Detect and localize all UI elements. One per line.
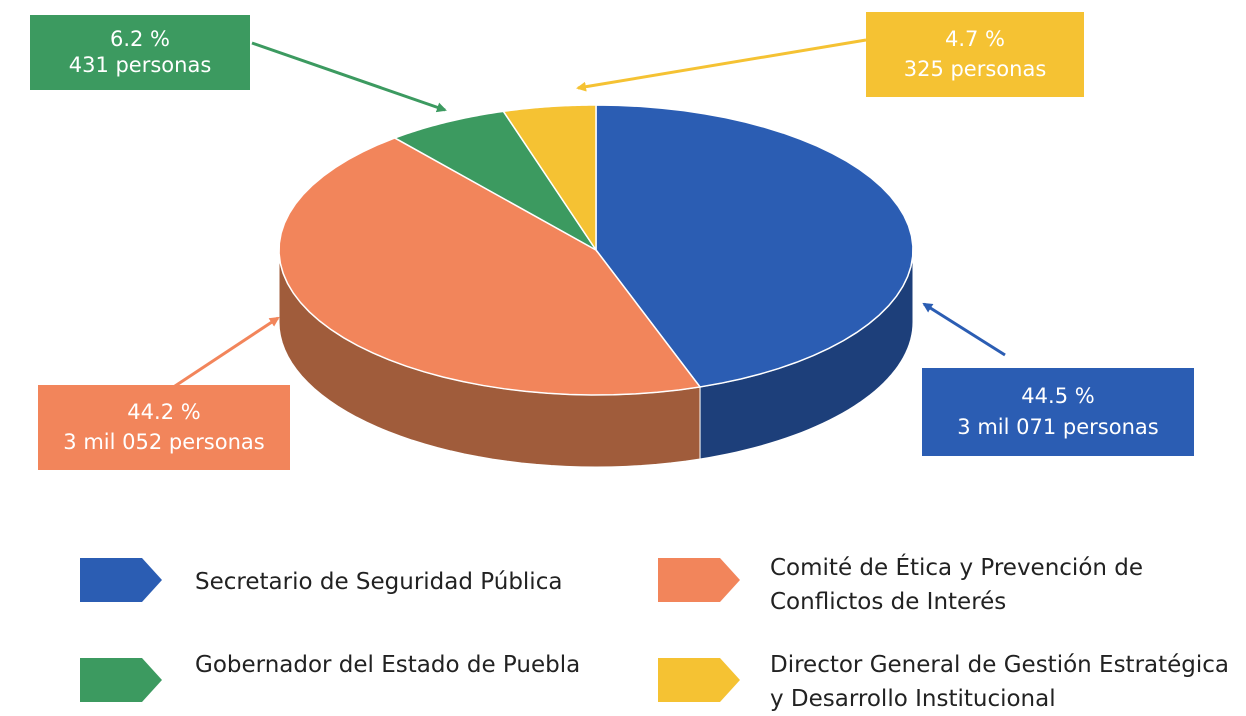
arrow [251, 41, 447, 113]
label-box [30, 15, 250, 90]
label-box [38, 385, 290, 470]
pie-slice [595, 104, 914, 388]
value-label: 4.7 % [945, 27, 1005, 51]
label-box [922, 368, 1194, 456]
label-box [866, 12, 1084, 97]
legend-label: Comité de Ética y Prevención de Conflict… [770, 555, 1144, 615]
pie-slice [393, 110, 597, 251]
legend-label: Director General de Gestión Estratégica … [770, 652, 1230, 712]
legend-swatch [80, 558, 162, 602]
person-label: 3 mil 071 personas [957, 415, 1158, 439]
value-label: 44.2 % [127, 400, 200, 424]
person-label: 3 mil 052 personas [63, 430, 264, 454]
pie-slice [502, 104, 597, 253]
arrow [171, 316, 280, 390]
legend-swatch [658, 558, 740, 602]
pie-slice [278, 137, 702, 396]
legend-label: Secretario de Seguridad Pública [195, 569, 563, 595]
value-label: 6.2 % [110, 27, 170, 51]
legend-swatch [80, 658, 162, 702]
legend-label: Gobernador del Estado de Puebla [195, 652, 581, 678]
arrow [576, 38, 867, 92]
legend-swatch [658, 658, 740, 702]
person-label: 325 personas [904, 57, 1047, 81]
arrow [922, 302, 1006, 357]
value-label: 44.5 % [1021, 384, 1094, 408]
person-label: 431 personas [69, 53, 212, 77]
